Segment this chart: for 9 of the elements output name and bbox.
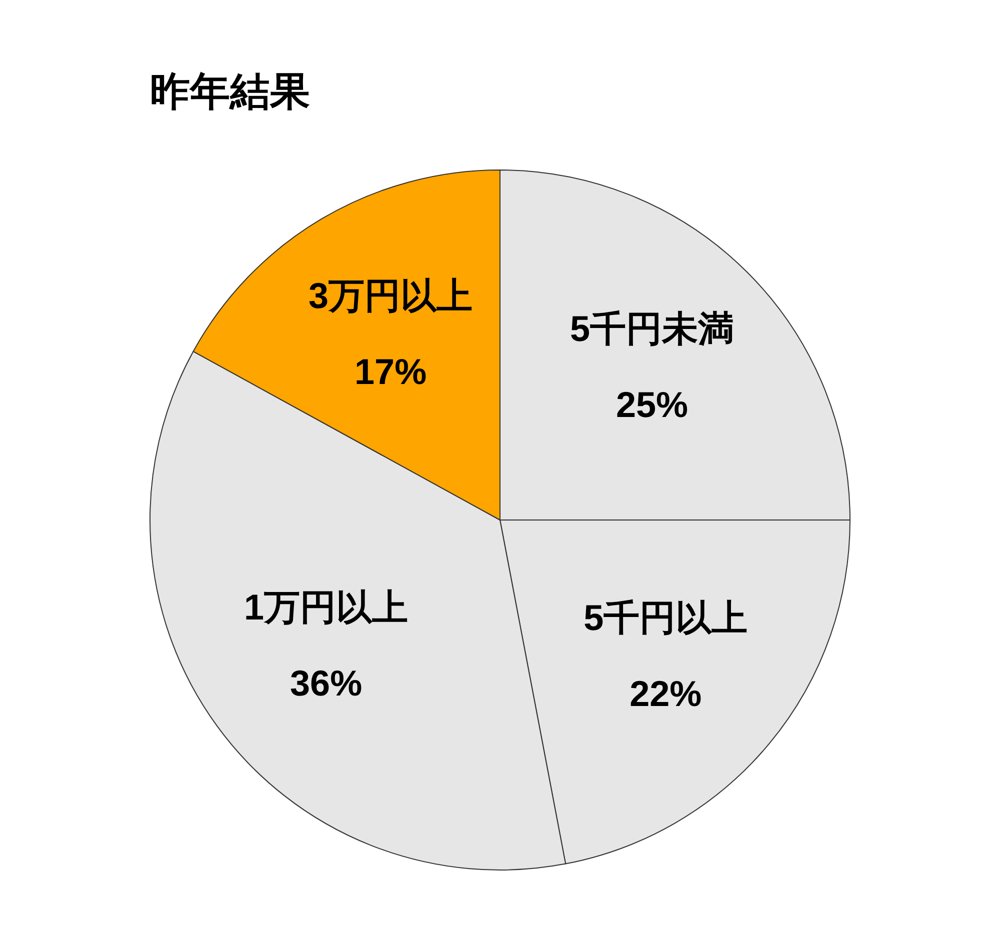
slice-label: 3万円以上 [308,274,473,316]
slice-label: 5千円未満 [570,308,734,349]
slice-label: 1万円以上 [244,586,408,628]
slice-label: 5千円以上 [584,597,748,638]
data-label: 17% [354,350,427,392]
chart-title: 昨年結果 [150,70,310,114]
data-label: 36% [290,662,362,704]
data-label: 25% [616,384,688,425]
data-label: 22% [630,673,702,714]
